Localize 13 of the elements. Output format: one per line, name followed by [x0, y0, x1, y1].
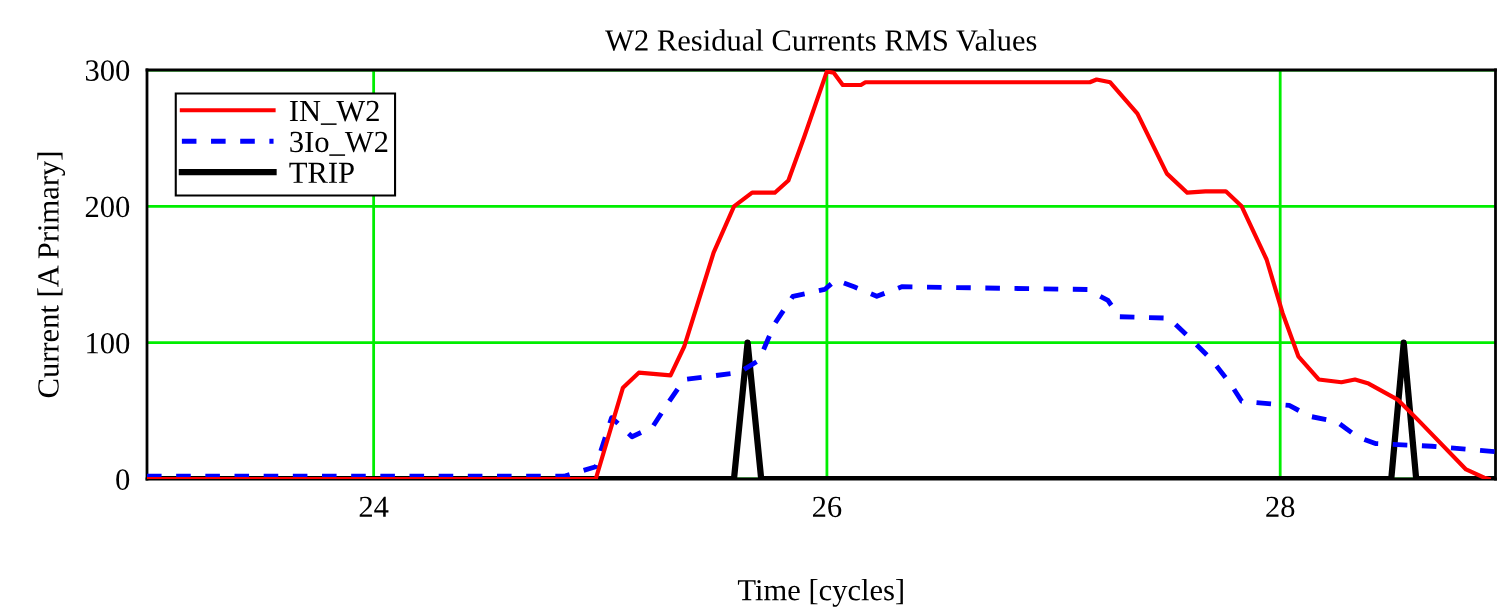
chart-title: W2 Residual Currents RMS Values: [605, 29, 1037, 52]
legend-label: TRIP: [289, 162, 354, 183]
x-tick-label: 24: [359, 496, 389, 517]
y-tick-label: 0: [116, 469, 130, 490]
x-tick-label: 26: [812, 496, 842, 518]
y-tick-label: 100: [87, 332, 130, 354]
legend-label: 3Io_W2: [290, 131, 388, 156]
legend-label: IN_W2: [289, 100, 379, 125]
y-tick-label: 200: [85, 196, 130, 218]
x-axis-title: Time [cycles]: [737, 578, 903, 607]
y-tick-label: 300: [85, 60, 130, 81]
x-tick-label: 28: [1266, 496, 1295, 518]
y-axis-title: Current [A Primary]: [37, 152, 66, 398]
